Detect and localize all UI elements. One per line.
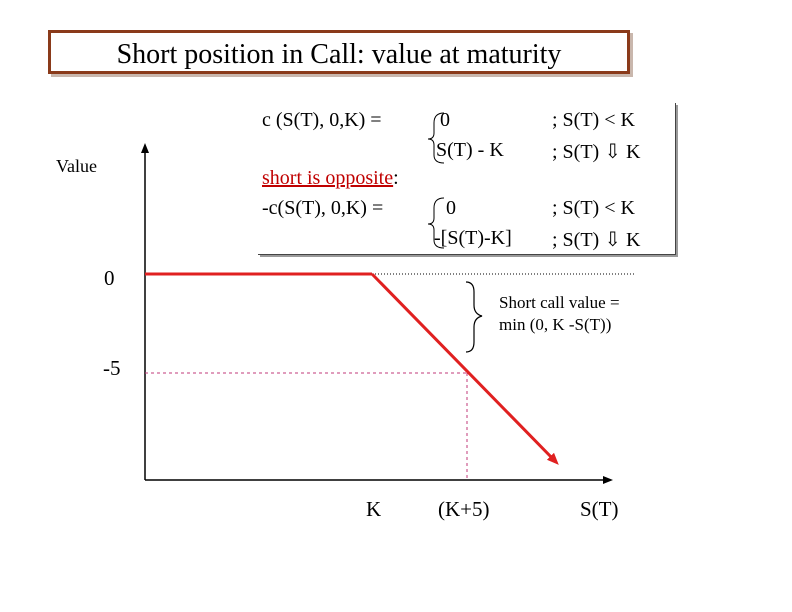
annotation-line1: Short call value = <box>499 293 620 312</box>
brace-2 <box>427 197 445 249</box>
formula-line4-case: -[S(T)-K] <box>434 227 512 249</box>
short-call-annotation: Short call value = min (0, K -S(T)) <box>499 292 620 336</box>
formula-line2-cond: ; S(T) ⇩ K <box>552 141 641 163</box>
title-box: Short position in Call: value at maturit… <box>48 30 630 74</box>
formula-box: c (S(T), 0,K) = 0 ; S(T) < K S(T) - K ; … <box>258 103 676 255</box>
formula-opposite-line: short is opposite: <box>262 167 399 190</box>
formula-line2-case: S(T) - K <box>436 139 504 161</box>
x-tick-k: K <box>366 497 382 521</box>
annotation-brace <box>465 281 483 353</box>
brace-1 <box>427 112 445 164</box>
short-is-opposite-label: short is opposite <box>262 167 394 189</box>
formula-line1-case: 0 <box>440 109 450 131</box>
formula-line1-lhs: c (S(T), 0,K) = <box>262 109 382 131</box>
y-axis-label: Value <box>56 156 97 176</box>
formula-line3-cond: ; S(T) < K <box>552 197 635 219</box>
x-tick-k-plus-five: (K+5) <box>438 497 490 521</box>
formula-line1-cond: ; S(T) < K <box>552 109 635 131</box>
annotation-line2: min (0, K -S(T)) <box>499 315 612 334</box>
short-is-opposite-colon: : <box>393 167 399 189</box>
formula-line3-case: 0 <box>446 197 456 219</box>
payoff-falling-segment <box>370 272 559 465</box>
y-tick-zero: 0 <box>104 266 115 290</box>
formula-braces <box>427 112 445 249</box>
formula-line4-cond: ; S(T) ⇩ K <box>552 229 641 251</box>
y-tick-minus-five: -5 <box>103 356 121 380</box>
formula-line3-lhs: -c(S(T), 0,K) = <box>262 197 384 219</box>
page-title: Short position in Call: value at maturit… <box>116 39 562 70</box>
x-axis-label: S(T) <box>580 497 619 521</box>
